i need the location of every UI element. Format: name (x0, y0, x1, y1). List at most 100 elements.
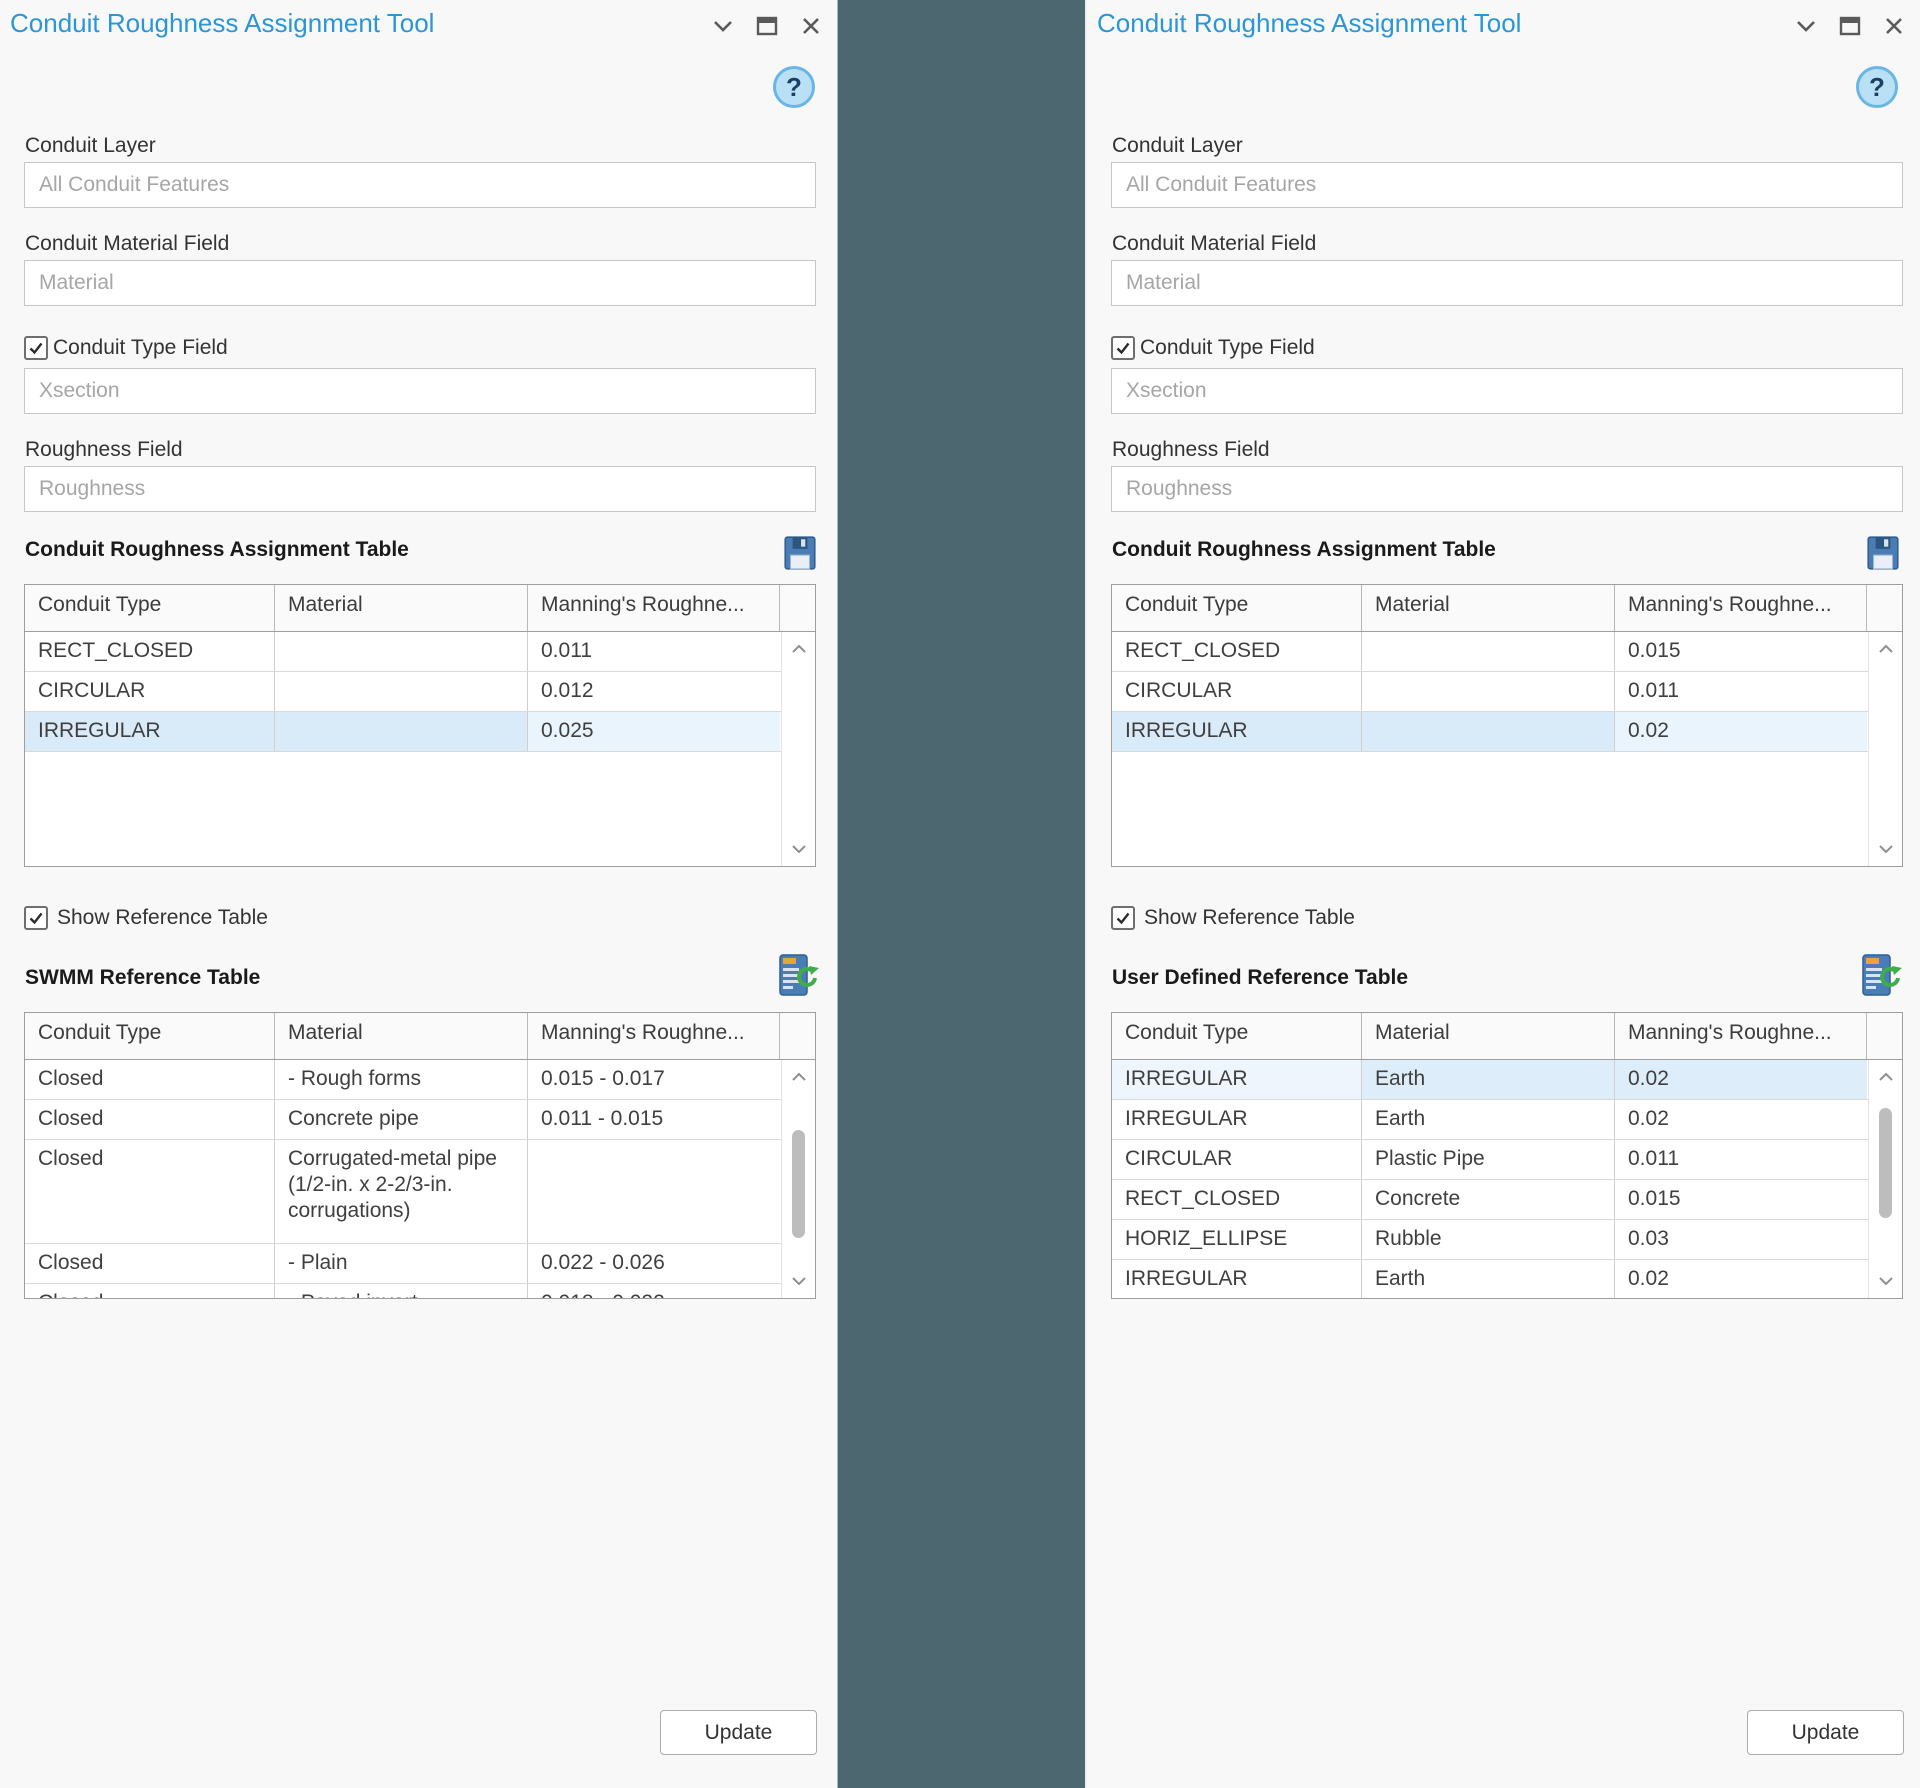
roughness-field-label: Roughness Field (25, 438, 183, 462)
table-row[interactable]: IRREGULAR Earth 0.02 (1112, 1260, 1902, 1299)
reference-table-title: User Defined Reference Table (1112, 966, 1408, 990)
help-button[interactable]: ? (773, 66, 815, 108)
assignment-table-header: Conduit Type Material Manning's Roughne.… (1112, 585, 1902, 632)
scrollbar-thumb[interactable] (792, 1130, 805, 1238)
scroll-down-icon[interactable] (1869, 836, 1902, 862)
show-reference-label: Show Reference Table (57, 906, 268, 930)
pane-titlebar: Conduit Roughness Assignment Tool (0, 0, 837, 50)
column-header-roughness: Manning's Roughne... (1615, 1013, 1867, 1059)
reference-table-header: Conduit Type Material Manning's Roughne.… (25, 1013, 815, 1060)
scroll-up-icon[interactable] (782, 636, 815, 662)
load-reference-table-icon[interactable] (1858, 952, 1902, 1005)
assignment-table-header: Conduit Type Material Manning's Roughne.… (25, 585, 815, 632)
conduit-material-field-label: Conduit Material Field (25, 232, 229, 256)
conduit-layer-input[interactable] (1111, 162, 1903, 208)
column-header-conduit-type: Conduit Type (1112, 585, 1362, 631)
conduit-type-field-input[interactable] (24, 368, 816, 414)
conduit-type-field-checkbox-row: Conduit Type Field (1111, 336, 1315, 360)
reference-table: Conduit Type Material Manning's Roughne.… (1111, 1012, 1903, 1299)
table-row[interactable]: CIRCULAR Plastic Pipe 0.011 (1112, 1140, 1902, 1180)
column-header-conduit-type: Conduit Type (25, 585, 275, 631)
update-button[interactable]: Update (1747, 1710, 1904, 1755)
scroll-down-icon[interactable] (782, 836, 815, 862)
help-button[interactable]: ? (1856, 66, 1898, 108)
conduit-material-field-input[interactable] (24, 260, 816, 306)
load-reference-table-icon[interactable] (775, 952, 819, 1005)
chevron-down-icon[interactable] (711, 14, 735, 38)
column-header-material: Material (1362, 1013, 1615, 1059)
conduit-layer-input[interactable] (24, 162, 816, 208)
pane-title: Conduit Roughness Assignment Tool (1097, 8, 1521, 39)
pane-title: Conduit Roughness Assignment Tool (10, 8, 434, 39)
conduit-type-field-checkbox[interactable] (24, 336, 48, 360)
show-reference-checkbox-row: Show Reference Table (24, 906, 268, 930)
show-reference-checkbox[interactable] (1111, 906, 1135, 930)
reference-table-header: Conduit Type Material Manning's Roughne.… (1112, 1013, 1902, 1060)
table-row[interactable]: IRREGULAR Earth 0.02 (1112, 1100, 1902, 1140)
scrollbar[interactable] (1868, 632, 1902, 866)
scroll-down-icon[interactable] (782, 1268, 815, 1294)
assignment-table-title: Conduit Roughness Assignment Table (1112, 538, 1496, 562)
table-row[interactable]: Closed - Rough forms 0.015 - 0.017 (25, 1060, 815, 1100)
close-icon[interactable] (799, 14, 823, 38)
save-icon[interactable] (781, 534, 819, 577)
table-row[interactable]: CIRCULAR 0.012 (25, 672, 815, 712)
update-button[interactable]: Update (660, 1710, 817, 1755)
scrollbar[interactable] (781, 1060, 815, 1298)
reference-table-title: SWMM Reference Table (25, 966, 260, 990)
conduit-type-field-label: Conduit Type Field (1140, 336, 1315, 360)
column-header-conduit-type: Conduit Type (25, 1013, 275, 1059)
assignment-table: Conduit Type Material Manning's Roughne.… (1111, 584, 1903, 867)
scrollbar[interactable] (781, 632, 815, 866)
assignment-table: Conduit Type Material Manning's Roughne.… (24, 584, 816, 867)
scrollbar[interactable] (1868, 1060, 1902, 1298)
show-reference-checkbox[interactable] (24, 906, 48, 930)
column-header-material: Material (275, 1013, 528, 1059)
conduit-material-field-label: Conduit Material Field (1112, 232, 1316, 256)
table-row[interactable]: HORIZ_ELLIPSE Rubble 0.03 (1112, 1220, 1902, 1260)
table-row[interactable]: RECT_CLOSED 0.011 (25, 632, 815, 672)
conduit-type-field-label: Conduit Type Field (53, 336, 228, 360)
pane-titlebar: Conduit Roughness Assignment Tool (1087, 0, 1920, 50)
scroll-down-icon[interactable] (1869, 1268, 1902, 1294)
table-row[interactable]: RECT_CLOSED Concrete 0.015 (1112, 1180, 1902, 1220)
table-row[interactable]: RECT_CLOSED 0.015 (1112, 632, 1902, 672)
maximize-icon[interactable] (755, 14, 779, 38)
save-icon[interactable] (1864, 534, 1902, 577)
column-header-material: Material (1362, 585, 1615, 631)
column-header-roughness: Manning's Roughne... (1615, 585, 1867, 631)
roughness-field-input[interactable] (1111, 466, 1903, 512)
column-header-roughness: Manning's Roughne... (528, 1013, 780, 1059)
roughness-field-input[interactable] (24, 466, 816, 512)
show-reference-label: Show Reference Table (1144, 906, 1355, 930)
reference-table: Conduit Type Material Manning's Roughne.… (24, 1012, 816, 1299)
table-row[interactable]: CIRCULAR 0.011 (1112, 672, 1902, 712)
scroll-up-icon[interactable] (1869, 636, 1902, 662)
pane-conduit-roughness-left: Conduit Roughness Assignment Tool ? Cond… (0, 0, 838, 1788)
chevron-down-icon[interactable] (1794, 14, 1818, 38)
table-row-clipped[interactable]: Closed - Paved invert 0.018 - 0.022 (25, 1284, 815, 1299)
column-header-roughness: Manning's Roughne... (528, 585, 780, 631)
roughness-field-label: Roughness Field (1112, 438, 1270, 462)
table-row-selected[interactable]: IRREGULAR 0.025 (25, 712, 815, 752)
conduit-layer-label: Conduit Layer (1112, 134, 1243, 158)
table-row[interactable]: Closed - Plain 0.022 - 0.026 (25, 1244, 815, 1284)
checkmark-icon (1115, 910, 1131, 926)
maximize-icon[interactable] (1838, 14, 1862, 38)
scrollbar-thumb[interactable] (1879, 1108, 1892, 1218)
table-row-selected[interactable]: IRREGULAR Earth 0.02 (1112, 1060, 1902, 1100)
assignment-table-title: Conduit Roughness Assignment Table (25, 538, 409, 562)
checkmark-icon (28, 910, 44, 926)
close-icon[interactable] (1882, 14, 1906, 38)
checkmark-icon (28, 340, 44, 356)
table-row[interactable]: Closed Concrete pipe 0.011 - 0.015 (25, 1100, 815, 1140)
conduit-type-field-input[interactable] (1111, 368, 1903, 414)
show-reference-checkbox-row: Show Reference Table (1111, 906, 1355, 930)
scroll-up-icon[interactable] (782, 1064, 815, 1090)
conduit-type-field-checkbox[interactable] (1111, 336, 1135, 360)
pane-conduit-roughness-right: Conduit Roughness Assignment Tool ? Cond… (1085, 0, 1920, 1788)
conduit-material-field-input[interactable] (1111, 260, 1903, 306)
scroll-up-icon[interactable] (1869, 1064, 1902, 1090)
table-row[interactable]: Closed Corrugated-metal pipe (1/2-in. x … (25, 1140, 815, 1244)
table-row-selected[interactable]: IRREGULAR 0.02 (1112, 712, 1902, 752)
